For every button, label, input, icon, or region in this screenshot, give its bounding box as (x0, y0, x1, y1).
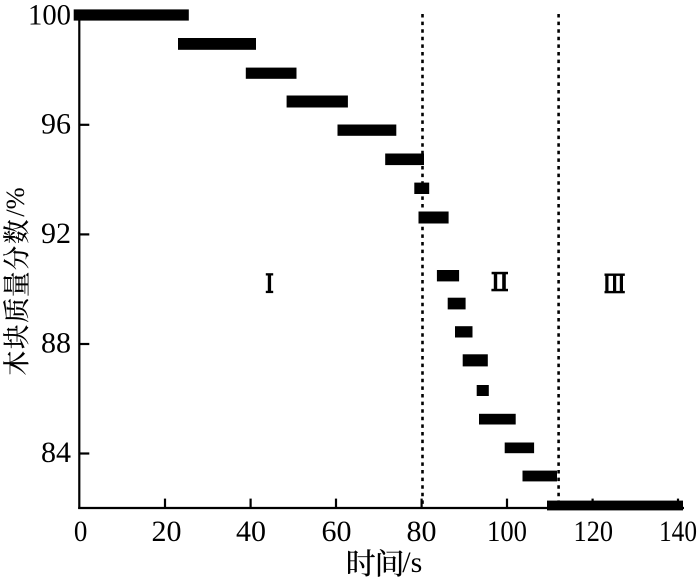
svg-text:80: 80 (407, 515, 437, 548)
svg-text:0: 0 (74, 515, 88, 548)
svg-text:20: 20 (152, 515, 182, 548)
svg-text:100: 100 (28, 0, 71, 31)
svg-text:40: 40 (236, 515, 266, 548)
svg-text:/%: /% (0, 187, 30, 216)
svg-text:120: 120 (574, 515, 614, 548)
svg-text:84: 84 (41, 436, 71, 469)
svg-text:/s: /s (402, 546, 422, 579)
svg-text:92: 92 (41, 217, 71, 250)
svg-text:140: 140 (659, 515, 697, 548)
svg-text:60: 60 (322, 515, 352, 548)
svg-text:96: 96 (41, 108, 71, 141)
svg-text:100: 100 (487, 515, 527, 548)
svg-text:88: 88 (41, 326, 71, 359)
